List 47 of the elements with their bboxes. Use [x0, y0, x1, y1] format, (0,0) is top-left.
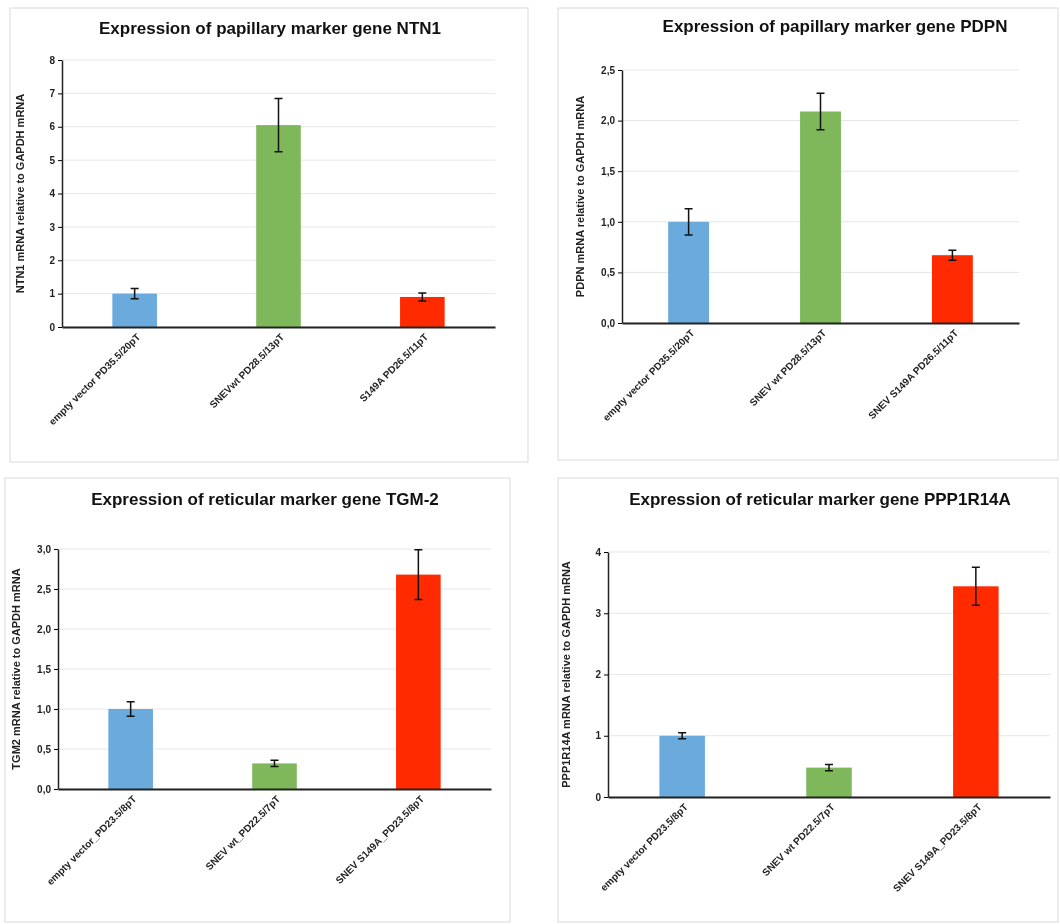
y-tick-label: 1,5 [37, 663, 52, 675]
y-tick-label: 2,5 [37, 583, 52, 595]
y-tick-label: 4 [49, 188, 56, 200]
y-tick-label: 1,0 [601, 216, 616, 228]
y-tick-label: 0,0 [601, 317, 616, 329]
bar [800, 111, 841, 323]
chart-title: Expression of papillary marker gene NTN1 [98, 19, 442, 38]
y-tick-label: 4 [595, 546, 602, 558]
bar [256, 125, 301, 327]
y-tick-label: 2 [595, 669, 602, 681]
y-tick-label: 2,0 [601, 115, 616, 127]
bar [931, 255, 973, 323]
y-tick-label: 2,0 [37, 623, 52, 635]
y-tick-label: 1 [595, 730, 602, 742]
y-tick-label: 2,5 [601, 64, 616, 76]
y-axis-title: TGM2 mRNA relative to GAPDH mRNA [10, 568, 22, 770]
bar [396, 574, 441, 789]
bar [806, 767, 852, 797]
y-tick-label: 0 [49, 321, 56, 333]
y-axis-title: PPP1R14A mRNA relative to GAPDH mRNA [560, 561, 572, 788]
y-tick-label: 8 [49, 54, 56, 66]
y-tick-label: 7 [49, 88, 56, 100]
bar [400, 296, 445, 327]
y-tick-label: 0 [595, 791, 602, 803]
bar [112, 293, 157, 327]
y-tick-label: 1 [49, 288, 56, 300]
y-tick-label: 1,5 [601, 165, 616, 177]
y-tick-label: 3,0 [37, 543, 52, 555]
y-tick-label: 0,5 [601, 267, 616, 279]
chart-title: Expression of reticular marker gene TGM-2 [91, 490, 439, 509]
bar [252, 763, 297, 789]
chart-title: Expression of papillary marker gene PDPN [662, 17, 1008, 36]
y-tick-label: 2 [49, 254, 56, 266]
y-axis-title: NTN1 mRNA relative to GAPDH mRNA [14, 93, 26, 294]
chart-title: Expression of reticular marker gene PPP1R14A [629, 490, 1011, 509]
bar [659, 735, 705, 797]
y-tick-label: 3 [49, 221, 56, 233]
bar [108, 709, 153, 789]
y-axis-title: PDPN mRNA relative to GAPDH mRNA [574, 95, 586, 298]
y-tick-label: 3 [595, 607, 602, 619]
y-tick-label: 5 [49, 154, 56, 166]
y-tick-label: 1,0 [37, 703, 52, 715]
bar [953, 586, 999, 797]
y-tick-label: 0,5 [37, 743, 52, 755]
y-tick-label: 0,0 [37, 783, 52, 795]
y-tick-label: 6 [49, 121, 56, 133]
bar [668, 221, 710, 323]
